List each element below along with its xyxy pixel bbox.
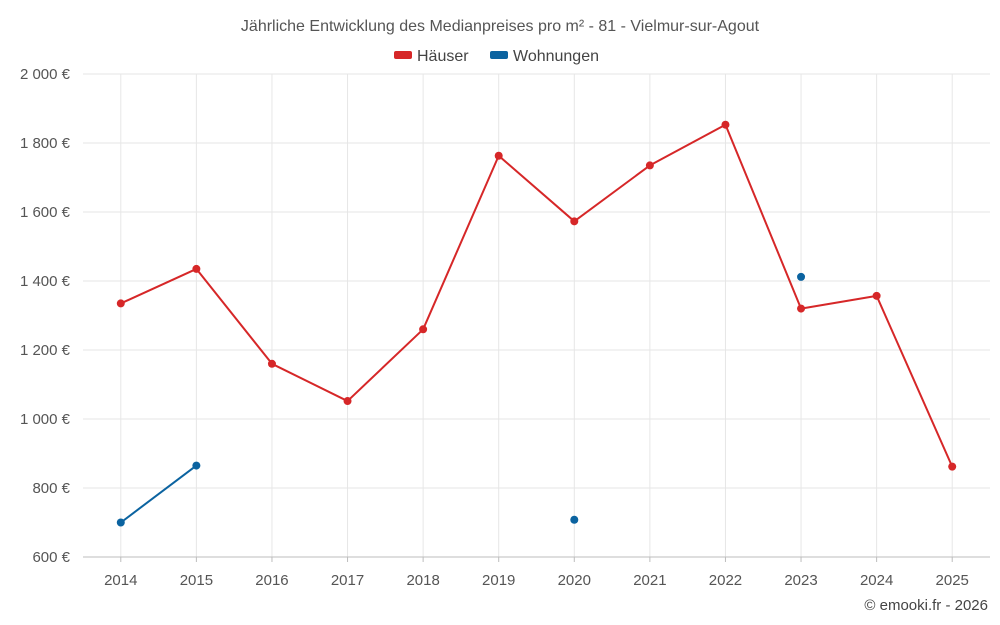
y-tick-label: 1 200 € <box>20 342 71 359</box>
y-tick-label: 1 600 € <box>20 204 71 221</box>
data-point <box>570 515 579 524</box>
data-point <box>797 304 806 313</box>
x-tick-label: 2025 <box>936 572 969 589</box>
legend: Häuser Wohnungen <box>394 48 599 65</box>
credit-text: © emooki.fr - 2026 <box>864 597 988 614</box>
legend-swatch <box>394 51 412 59</box>
legend-swatch <box>490 51 508 59</box>
data-point <box>267 359 276 368</box>
y-tick-label: 1 400 € <box>20 273 71 290</box>
y-tick-label: 800 € <box>32 480 70 497</box>
data-point <box>872 291 881 300</box>
y-tick-label: 600 € <box>32 549 70 566</box>
data-point <box>116 299 125 308</box>
x-tick-label: 2020 <box>558 572 591 589</box>
x-tick-label: 2015 <box>180 572 213 589</box>
series-line <box>120 464 197 524</box>
data-point <box>645 161 654 170</box>
data-point <box>797 272 806 281</box>
x-tick-label: 2014 <box>104 572 137 589</box>
chart-title: Jährliche Entwicklung des Medianpreises … <box>241 18 760 35</box>
y-tick-label: 2 000 € <box>20 66 71 83</box>
legend-item[interactable]: Wohnungen <box>490 48 599 65</box>
data-point <box>570 217 579 226</box>
grid <box>83 73 990 557</box>
data-point <box>116 518 125 527</box>
legend-label: Wohnungen <box>513 48 599 65</box>
series-wohnungen <box>116 272 806 527</box>
series-haeuser <box>116 120 957 471</box>
data-point <box>192 264 201 273</box>
data-point <box>419 325 428 334</box>
x-tick-label: 2024 <box>860 572 893 589</box>
x-tick-label: 2018 <box>406 572 439 589</box>
data-point <box>948 462 957 471</box>
x-tick-label: 2023 <box>784 572 817 589</box>
series-line <box>120 123 954 468</box>
y-tick-label: 1 800 € <box>20 135 71 152</box>
legend-label: Häuser <box>417 48 469 65</box>
axes: 600 € 800 € 1 000 € 1 200 € 1 400 € 1 600 € 1 … <box>20 66 990 589</box>
x-tick-label: 2016 <box>255 572 288 589</box>
data-point <box>494 151 503 160</box>
legend-item[interactable]: Häuser <box>394 48 469 65</box>
series-layer <box>116 120 957 527</box>
x-tick-label: 2019 <box>482 572 515 589</box>
x-tick-label: 2022 <box>709 572 742 589</box>
data-point <box>192 461 201 470</box>
y-tick-label: 1 000 € <box>20 411 71 428</box>
x-tick-label: 2021 <box>633 572 666 589</box>
data-point <box>721 120 730 129</box>
x-tick-label: 2017 <box>331 572 364 589</box>
data-point <box>343 397 352 406</box>
